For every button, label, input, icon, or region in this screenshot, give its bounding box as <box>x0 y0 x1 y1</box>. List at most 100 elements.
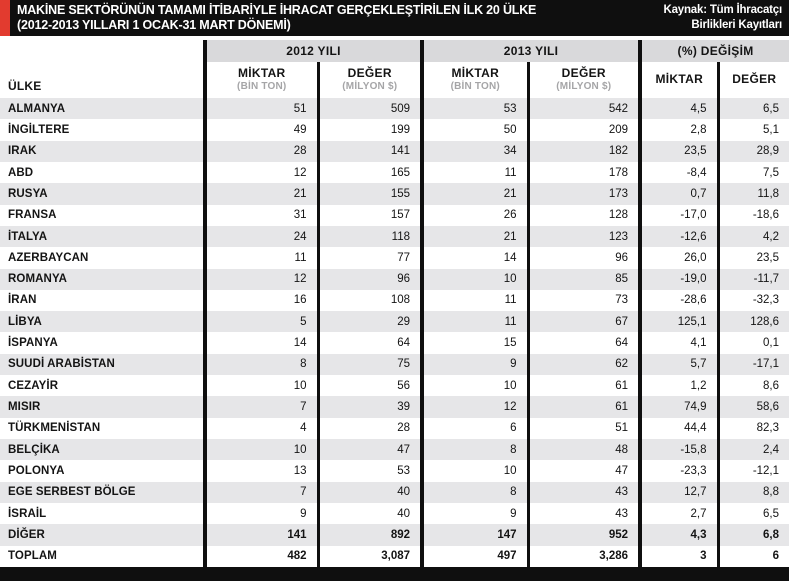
export-data-table: ÜLKE 2012 YILI 2013 YILI (%) DEĞİŞİM MİK… <box>0 36 789 567</box>
group-header-2012: 2012 YILI <box>202 36 423 62</box>
group-header-row: ÜLKE 2012 YILI 2013 YILI (%) DEĞİŞİM <box>0 36 789 98</box>
value-cell: 48 <box>526 439 641 461</box>
value-cell: 2,8 <box>638 119 719 141</box>
value-cell: 28 <box>203 140 318 162</box>
table-row: POLONYA 13 53 10 47 -23,3 -12,1 <box>0 460 789 482</box>
table-row: ALMANYA 51 509 53 542 4,5 6,5 <box>0 98 789 120</box>
value-cell: 15 <box>420 332 529 354</box>
country-cell: İSRAİL <box>8 507 47 520</box>
value-cell: 28,9 <box>716 140 789 162</box>
value-cell: 7,5 <box>716 161 789 184</box>
sub-unit: (MİLYON $) <box>556 80 612 92</box>
group-header-2013: 2013 YILI <box>420 36 641 62</box>
country-cell: SUUDİ ARABİSTAN <box>8 358 115 371</box>
value-cell: 39 <box>316 396 423 418</box>
value-cell: -19,0 <box>638 268 719 290</box>
country-cell: RUSYA <box>8 187 48 200</box>
value-cell: 85 <box>526 268 641 290</box>
value-cell: 11 <box>420 289 529 312</box>
value-cell: 157 <box>316 204 423 226</box>
value-cell: -8,4 <box>638 161 719 184</box>
column-header-change-deger: DEĞER <box>716 62 789 98</box>
value-cell: 51 <box>526 417 641 439</box>
value-cell: 43 <box>526 502 641 525</box>
value-cell: 141 <box>203 524 318 546</box>
value-cell: 61 <box>526 396 641 418</box>
value-cell: 40 <box>316 481 423 503</box>
value-cell: 7 <box>203 396 318 418</box>
value-cell: 53 <box>316 460 423 482</box>
value-cell: 118 <box>316 225 423 248</box>
value-cell: 44,4 <box>638 417 719 439</box>
value-cell: 23,5 <box>638 140 719 162</box>
value-cell: 47 <box>316 439 423 461</box>
value-cell: 6 <box>420 417 529 439</box>
sub-title: MİKTAR <box>655 72 704 87</box>
value-cell: -18,6 <box>716 204 789 226</box>
column-header-change-miktar: MİKTAR <box>638 62 719 98</box>
value-cell: 67 <box>526 311 641 333</box>
value-cell: 50 <box>420 119 529 141</box>
value-cell: -23,3 <box>638 460 719 482</box>
value-cell: 29 <box>316 311 423 333</box>
column-header-2013-deger: DEĞER (MİLYON $) <box>526 62 641 98</box>
value-cell: 497 <box>420 545 529 567</box>
sub-unit: (MİLYON $) <box>342 80 398 92</box>
page-title-line2: (2012-2013 YILLARI 1 OCAK-31 MART DÖNEMİ… <box>17 18 291 33</box>
value-cell: -17,1 <box>716 353 789 376</box>
table-body: ALMANYA 51 509 53 542 4,5 6,5 İNGİLTERE 49 199 50 2… <box>0 98 789 567</box>
sub-title: DEĞER <box>732 72 777 87</box>
country-cell: CEZAYİR <box>8 379 59 392</box>
sub-unit: (BİN TON) <box>450 80 500 92</box>
source-line1: Kaynak: Tüm İhracatçı <box>663 4 782 16</box>
value-cell: 11 <box>203 247 318 269</box>
value-cell: 14 <box>420 247 529 269</box>
country-cell: POLONYA <box>8 464 65 477</box>
value-cell: 31 <box>203 204 318 226</box>
value-cell: 1,2 <box>638 375 719 397</box>
column-header-country: ÜLKE <box>0 38 205 98</box>
value-cell: 24 <box>203 225 318 248</box>
value-cell: 9 <box>203 502 318 525</box>
value-cell: 11 <box>420 161 529 184</box>
value-cell: 21 <box>420 183 529 205</box>
value-cell: 8 <box>203 353 318 376</box>
table-header: ÜLKE 2012 YILI 2013 YILI (%) DEĞİŞİM MİK… <box>0 36 789 98</box>
value-cell: 542 <box>526 98 641 120</box>
value-cell: 9 <box>420 353 529 376</box>
value-cell: -12,1 <box>716 460 789 482</box>
value-cell: 4,2 <box>716 225 789 248</box>
column-header-2013-miktar: MİKTAR (BİN TON) <box>420 62 529 98</box>
value-cell: 147 <box>420 524 529 546</box>
value-cell: 58,6 <box>716 396 789 418</box>
value-cell: 10 <box>420 268 529 290</box>
value-cell: 165 <box>316 161 423 184</box>
value-cell: 4 <box>203 417 318 439</box>
value-cell: 4,1 <box>638 332 719 354</box>
column-header-2012-miktar: MİKTAR (BİN TON) <box>203 62 318 98</box>
value-cell: 6,5 <box>716 502 789 525</box>
value-cell: 0,1 <box>716 332 789 354</box>
value-cell: 5,1 <box>716 119 789 141</box>
value-cell: 11,8 <box>716 183 789 205</box>
value-cell: 8 <box>420 481 529 503</box>
value-cell: 892 <box>316 524 423 546</box>
value-cell: 26,0 <box>638 247 719 269</box>
value-cell: 96 <box>316 268 423 290</box>
country-cell: EGE SERBEST BÖLGE <box>8 486 136 499</box>
value-cell: 173 <box>526 183 641 205</box>
value-cell: 8,6 <box>716 375 789 397</box>
value-cell: 482 <box>203 545 318 567</box>
value-cell: 123 <box>526 225 641 248</box>
table-row: IRAK 28 141 34 182 23,5 28,9 <box>0 140 789 162</box>
value-cell: -32,3 <box>716 289 789 312</box>
group-header-change: (%) DEĞİŞİM <box>638 36 789 62</box>
value-cell: 26 <box>420 204 529 226</box>
value-cell: 8,8 <box>716 481 789 503</box>
sub-title: DEĞER <box>347 66 392 81</box>
value-cell: 74,9 <box>638 396 719 418</box>
value-cell: 40 <box>316 502 423 525</box>
column-header-2012-deger: DEĞER (MİLYON $) <box>316 62 423 98</box>
table-row: FRANSA 31 157 26 128 -17,0 -18,6 <box>0 204 789 226</box>
